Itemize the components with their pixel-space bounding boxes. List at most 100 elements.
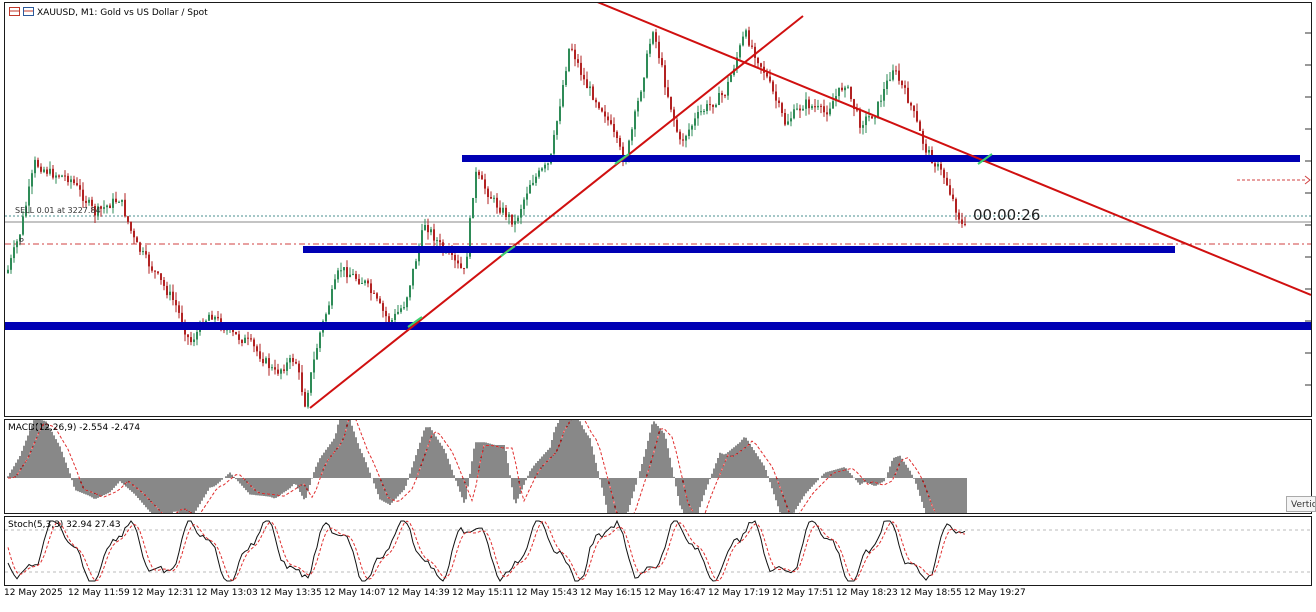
candle-body [577,59,579,63]
time-axis[interactable]: 12 May 2025 12 May 11:59 12 May 12:31 12 Ma… [0,586,1316,608]
candle-body [208,314,210,321]
candle-body [778,100,780,103]
candle-body [244,337,246,343]
candle-body [262,358,264,364]
candle-body [643,77,645,92]
candle-body [313,359,315,373]
candle-body [55,175,57,178]
candle-body [928,150,930,153]
candle-body [370,283,372,293]
stochastic-canvas[interactable] [5,517,1311,585]
candle-body [88,199,90,203]
candle-body [151,266,153,271]
candle-body [592,86,594,100]
candle-body [655,32,657,42]
macd-label: MACD(12,26,9) -2.554 -2.474 [8,423,141,433]
candle-body [595,99,597,103]
candle-body [958,212,960,220]
candle-body [238,334,240,340]
price-chart-canvas[interactable] [5,3,1311,416]
time-tick-label: 12 May 14:39 [388,588,450,598]
candle-body [694,118,696,126]
candle-body [415,261,417,269]
candle-body [79,185,81,190]
candle-body [934,163,936,167]
candle-body [85,200,87,203]
macd-canvas[interactable] [5,420,1311,513]
time-tick-label: 12 May 13:03 [196,588,258,598]
candle-body [436,240,438,242]
candle-body [784,113,786,125]
candle-body [646,53,648,78]
candle-body [160,273,162,280]
candle-body [286,362,288,371]
candle-body [103,207,105,209]
candle-body [190,337,192,343]
stochastic-pane[interactable]: Stoch(5,3,3) 32.94 27.43 [4,516,1312,586]
candle-body [148,254,150,267]
price-pane[interactable]: XAUUSD, M1: Gold vs US Dollar / Spot SEL… [4,2,1312,417]
candle-body [511,214,513,225]
time-tick-label: 12 May 19:27 [964,588,1026,598]
candle-body [166,285,168,296]
candle-body [298,363,300,373]
candle-body [838,87,840,97]
candle-body [67,175,69,183]
candle-body [772,81,774,92]
symbol-title: XAUUSD, M1: Gold vs US Dollar / Spot [37,8,208,18]
candle-body [214,316,216,320]
candle-body [271,367,273,369]
candle-body [727,81,729,96]
candle-body [736,57,738,69]
candle-body [847,86,849,88]
candle-body [319,332,321,349]
candle-body [700,111,702,113]
candle-body [403,307,405,309]
candle-body [100,206,102,209]
candle-body [400,308,402,312]
candle-body [652,32,654,44]
candle-body [388,316,390,324]
candle-body [535,176,537,183]
candle-body [385,310,387,317]
candle-body [37,159,39,167]
candle-body [826,112,828,115]
candle-body [328,305,330,315]
macd-pane[interactable]: MACD(12,26,9) -2.554 -2.474 [4,419,1312,514]
candle-body [16,241,18,248]
candle-body [661,58,663,66]
candle-body [553,134,555,154]
p-marker: P [19,237,24,246]
candle-body [670,96,672,110]
candle-body [712,104,714,107]
candle-body [391,320,393,324]
candle-body [862,125,864,128]
candle-body [937,163,939,167]
candle-body [154,270,156,272]
candle-body [175,300,177,306]
candle-body [409,285,411,298]
candle-body [745,30,747,37]
candle-body [10,258,12,270]
candle-body [742,36,744,46]
candle-body [562,85,564,107]
touch-marker [407,316,423,328]
candle-body [640,91,642,101]
candle-body [865,116,867,126]
candle-body [346,267,348,278]
candle-body [832,101,834,109]
time-tick-label: 12 May 17:19 [708,588,770,598]
candle-body [292,358,294,362]
candle-body [631,129,633,141]
candle-body [769,76,771,82]
candle-body [871,116,873,119]
support-level [303,246,1175,253]
candle-body [487,188,489,197]
candle-body [868,116,870,118]
candle-body [283,369,285,371]
candle-body [40,166,42,172]
candle-body [754,46,756,58]
trade-line-label[interactable]: SELL 0.01 at 3227.84 [15,206,101,215]
candle-body [904,85,906,88]
candle-body [685,135,687,141]
